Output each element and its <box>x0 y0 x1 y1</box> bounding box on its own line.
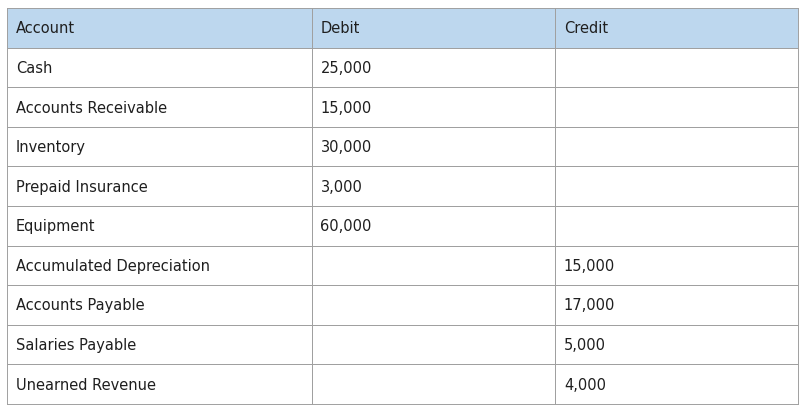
Text: 5,000: 5,000 <box>564 337 606 352</box>
Text: Prepaid Insurance: Prepaid Insurance <box>16 179 148 194</box>
Text: Salaries Payable: Salaries Payable <box>16 337 136 352</box>
Bar <box>7 128 312 167</box>
Bar <box>312 246 555 285</box>
Bar <box>312 167 555 206</box>
Bar <box>7 9 312 49</box>
Bar <box>555 49 798 88</box>
Text: Accounts Payable: Accounts Payable <box>16 298 145 313</box>
Bar <box>7 49 312 88</box>
Bar <box>312 285 555 325</box>
Text: Accounts Receivable: Accounts Receivable <box>16 100 167 115</box>
Text: 25,000: 25,000 <box>320 61 372 76</box>
Bar <box>7 88 312 128</box>
Text: Equipment: Equipment <box>16 219 96 234</box>
Text: 15,000: 15,000 <box>564 258 615 273</box>
Text: Inventory: Inventory <box>16 140 86 155</box>
Bar <box>7 206 312 246</box>
Text: 3,000: 3,000 <box>320 179 362 194</box>
Text: Cash: Cash <box>16 61 52 76</box>
Text: 17,000: 17,000 <box>564 298 615 313</box>
Bar <box>555 9 798 49</box>
Bar <box>555 128 798 167</box>
Bar <box>312 206 555 246</box>
Bar <box>555 364 798 404</box>
Text: Debit: Debit <box>320 21 360 36</box>
Bar <box>555 246 798 285</box>
Bar <box>555 325 798 364</box>
Bar <box>312 88 555 128</box>
Bar <box>555 88 798 128</box>
Bar <box>555 285 798 325</box>
Bar <box>555 206 798 246</box>
Text: 60,000: 60,000 <box>320 219 372 234</box>
Bar <box>312 49 555 88</box>
Bar <box>7 325 312 364</box>
Text: 30,000: 30,000 <box>320 140 372 155</box>
Text: Unearned Revenue: Unearned Revenue <box>16 377 156 392</box>
Text: 15,000: 15,000 <box>320 100 372 115</box>
Bar <box>7 364 312 404</box>
Bar <box>7 167 312 206</box>
Text: Credit: Credit <box>564 21 608 36</box>
Bar <box>555 167 798 206</box>
Text: Account: Account <box>16 21 75 36</box>
Bar <box>312 9 555 49</box>
Text: Accumulated Depreciation: Accumulated Depreciation <box>16 258 210 273</box>
Bar <box>312 364 555 404</box>
Bar <box>312 325 555 364</box>
Text: 4,000: 4,000 <box>564 377 606 392</box>
Bar <box>312 128 555 167</box>
Bar <box>7 246 312 285</box>
Bar <box>7 285 312 325</box>
